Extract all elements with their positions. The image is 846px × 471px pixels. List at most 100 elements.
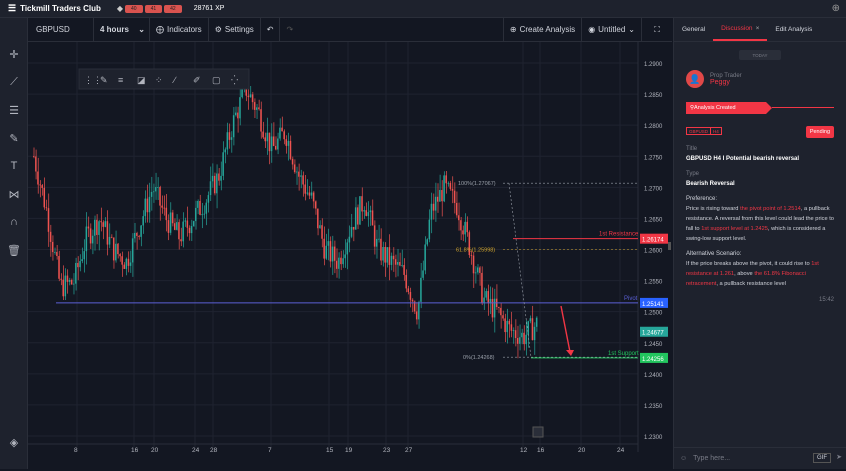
menu-icon[interactable]: ☰ [8,3,17,13]
time-tick-label: 19 [345,447,353,454]
candle-body [117,243,119,255]
price-tick-label: 1.2600 [644,249,663,255]
floating-toolbar[interactable]: ⋮⋮ ✎ ≡ ◪ ⁘ ∕ ✐ ▢ ⁛ [78,68,250,90]
candle-body [274,145,277,150]
candle-body [479,267,481,273]
brush-icon[interactable]: ✎ [9,132,19,145]
candle-body [506,320,508,333]
candle-body [516,338,519,344]
candle-body [173,223,176,230]
price-tick-label: 1.2900 [644,62,663,68]
magnet-icon[interactable]: ∩ [10,216,18,228]
candle-body [79,261,81,268]
redo-button[interactable]: ↷ [280,18,299,41]
chevron-down-icon: ⌄ [628,25,635,34]
candle-body [201,214,203,216]
candle-body [266,132,269,142]
candle-body [418,301,420,320]
candle-body [188,227,191,234]
candle-body [325,245,327,259]
gear-icon: ⚙ [214,25,222,34]
message-input[interactable]: ☺ Type here... GIF ➤ [674,447,846,469]
tab-discussion[interactable]: Discussion × [713,18,768,41]
price-tick-label: 1.2650 [644,217,663,223]
candle-body [129,262,132,266]
layout-select[interactable]: ◉ Untitled ⌄ [582,18,642,41]
candle-body [319,225,321,229]
created-label: Analysis Created [694,105,736,111]
candle-body [125,258,128,269]
candle-body [60,278,62,280]
tab-general[interactable]: General [682,26,706,33]
candle-body [213,175,216,194]
candle-body [155,187,157,192]
interval-select[interactable]: 4 hours ⌄ [94,18,150,41]
candle-body [216,173,218,194]
indicators-button[interactable]: ⨁ Indicators [150,18,209,41]
trendline-icon[interactable]: ⟋ [10,75,18,88]
close-icon[interactable]: × [755,25,760,32]
candle-body [327,241,330,246]
send-icon[interactable]: ➤ [836,454,842,461]
time-tick-label: 16 [537,447,545,454]
candle-body [35,156,37,172]
candle-body [504,318,506,333]
fib-icon[interactable]: ☰ [9,104,19,117]
candle-body [336,260,338,269]
settings-button[interactable]: ⚙ Settings [209,18,261,41]
candle-body [293,164,296,173]
fib-level-label: 0%(1.24268) [463,355,495,361]
author-name[interactable]: Peggy [710,78,730,86]
price-chart[interactable]: 1.2900 1.2850 1.2800 1.2750 1.2700 1.2650 1.26… [28,42,672,469]
divider [772,107,834,108]
fullscreen-button[interactable]: ⛶ [642,18,672,41]
candle-body [365,210,367,216]
time-tick-label: 23 [383,447,391,454]
chart-canvas[interactable]: 1.2900 1.2850 1.2800 1.2750 1.2700 1.2650 1.26… [28,42,672,469]
candle-body [218,173,220,181]
avatar[interactable]: 👤 [686,70,704,88]
xp-counter: 28761 XP [193,5,225,12]
dots-icon: ⁛ [231,75,238,85]
candle-body [96,219,98,235]
price-label-text: 1.24256 [642,357,664,363]
trash-icon[interactable]: 🗑 [7,244,21,257]
arrow-head [566,350,574,356]
undo-button[interactable]: ↶ [261,18,281,41]
time-tick-label: 12 [520,447,528,454]
analysis-panel: General Discussion × Edit Analysis TODAY… [673,18,846,469]
resize-handle [668,242,671,250]
highlight-text: 1st support level at 1.2425 [701,226,768,232]
candle-body [407,288,410,293]
candle-body [470,255,473,256]
symbol-select[interactable]: GBPUSD [28,18,94,41]
create-analysis-button[interactable]: ⊕ Create Analysis [502,18,583,41]
price-label-text: 1.26174 [642,238,664,244]
candle-body [47,208,50,232]
candle-body [485,291,487,298]
candle-body [226,132,229,150]
pencil-icon: ✎ [100,75,108,85]
candle-body [519,337,521,344]
candle-body [481,272,483,304]
gif-button[interactable]: GIF [813,453,831,463]
pivot-label: Pivot [624,296,638,302]
globe-icon[interactable]: ⊕ [831,3,840,14]
symbol-tag: GBPUSD [686,127,712,135]
tab-edit-analysis[interactable]: Edit Analysis [775,26,813,33]
emoji-icon[interactable]: ☺ [680,455,688,462]
price-tick-label: 1.2800 [644,124,663,130]
candle-body [340,257,342,265]
text-icon[interactable]: T [10,160,18,172]
candle-body [260,109,262,132]
line-tool-icon: ∕ [172,75,177,85]
crosshair-icon[interactable]: ✛ [9,48,19,61]
candle-body [146,198,149,213]
pattern-icon[interactable]: ⋈ [8,188,20,201]
preference-label: Preference: [686,196,718,202]
time-tick-label: 20 [578,447,586,454]
candle-body [184,220,187,222]
candle-body [56,251,58,256]
candle-body [207,195,210,203]
layers-icon[interactable]: ◈ [9,436,19,449]
